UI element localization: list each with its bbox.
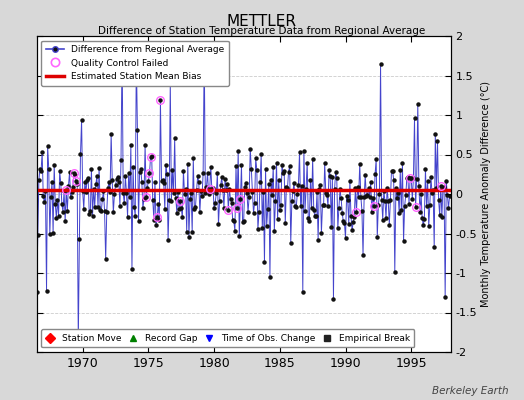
Text: METTLER: METTLER — [227, 14, 297, 29]
Legend: Station Move, Record Gap, Time of Obs. Change, Empirical Break: Station Move, Record Gap, Time of Obs. C… — [41, 330, 414, 348]
Text: Difference of Station Temperature Data from Regional Average: Difference of Station Temperature Data f… — [99, 26, 425, 36]
Y-axis label: Monthly Temperature Anomaly Difference (°C): Monthly Temperature Anomaly Difference (… — [481, 81, 492, 307]
Text: Berkeley Earth: Berkeley Earth — [432, 386, 508, 396]
